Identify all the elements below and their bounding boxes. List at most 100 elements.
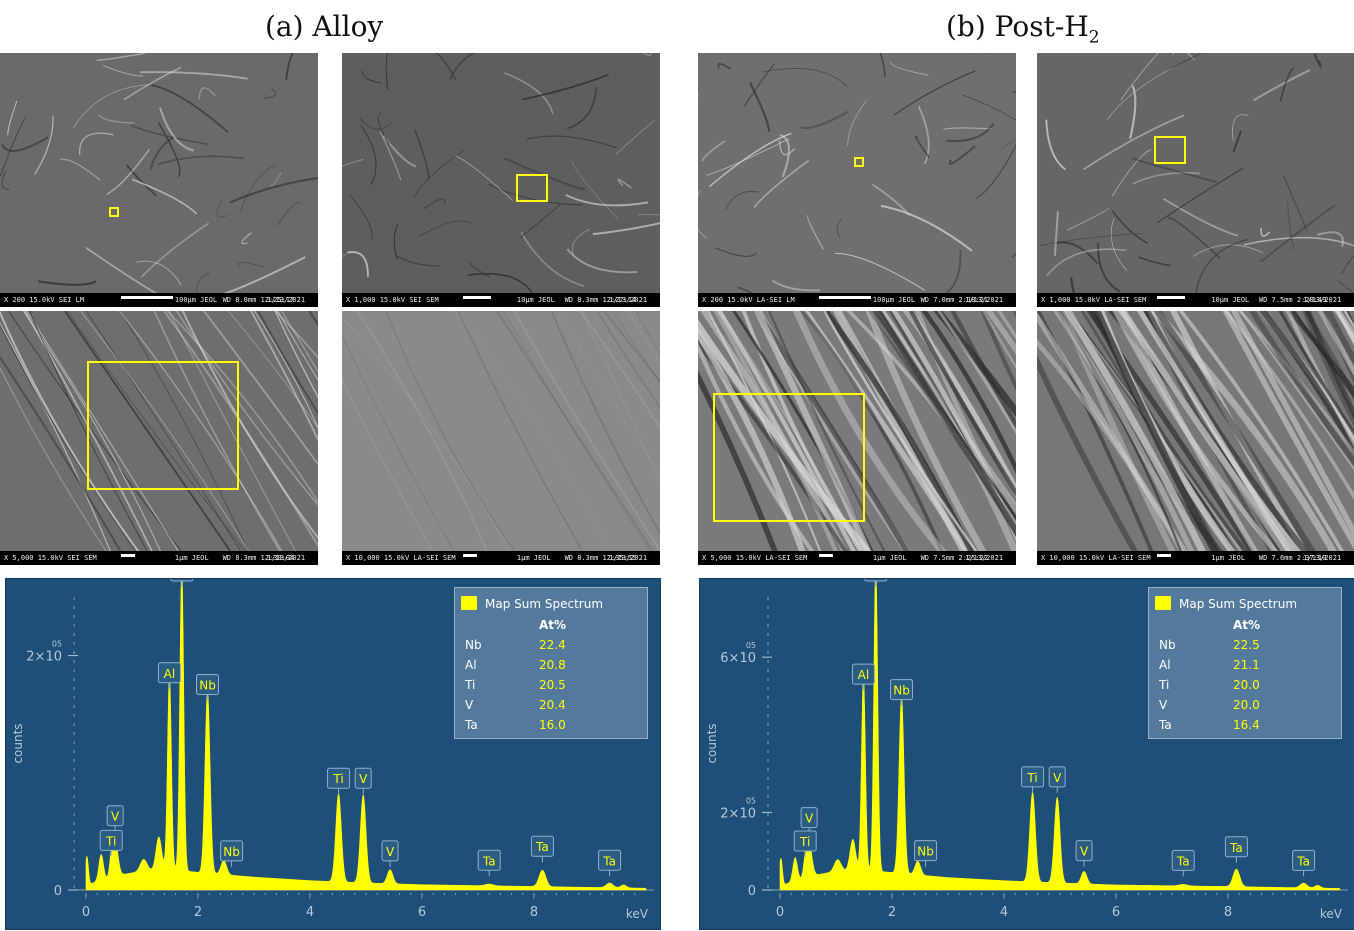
- surface-feature: [342, 317, 510, 551]
- surface-feature: [571, 161, 619, 220]
- surface-feature: [1222, 311, 1354, 550]
- surface-feature: [342, 159, 364, 167]
- surface-feature: [1305, 311, 1354, 420]
- surface-feature: [637, 214, 660, 216]
- surface-feature: [1132, 157, 1217, 184]
- surface-feature: [602, 311, 660, 384]
- sem-date-text: 1/13/2021: [267, 296, 306, 304]
- surface-feature: [962, 94, 1016, 121]
- surface-feature: [708, 132, 792, 188]
- panel-b-title-subscript: 2: [1088, 27, 1100, 48]
- surface-feature: [457, 311, 584, 551]
- surface-feature: [717, 311, 857, 551]
- surface-feature: [521, 73, 609, 101]
- legend-value: 20.0: [1233, 698, 1260, 712]
- surface-feature: [393, 223, 399, 260]
- surface-feature: [581, 311, 660, 483]
- surface-feature: [753, 159, 810, 208]
- surface-feature: [748, 82, 771, 132]
- surface-feature: [1325, 311, 1354, 366]
- peak-label: Nb: [890, 679, 914, 706]
- surface-feature: [888, 311, 1016, 522]
- peak-label-text: Nb: [917, 845, 934, 859]
- sem-scale-text: 1µm JEOL: [516, 554, 551, 562]
- legend-row: Al: [465, 658, 477, 672]
- surface-feature: [847, 100, 867, 146]
- legend-element: Nb: [465, 638, 482, 652]
- peak-label-text: Ta: [1296, 854, 1310, 868]
- sem-image: X 200 15.0kV LA-SEI LM 100µm JEOL WD 7.0mm…: [698, 53, 1016, 307]
- micrograph-background: [0, 311, 318, 551]
- peak-label: Nb: [914, 840, 938, 867]
- surface-feature: [503, 311, 651, 551]
- surface-feature: [917, 105, 930, 165]
- surface-feature: [948, 145, 976, 165]
- micrograph: [342, 53, 660, 293]
- sem-info-bar: X 10,000 15.0kV LA-SEI SEM 1µm JEOL WD 8.3…: [342, 551, 660, 565]
- surface-feature: [149, 83, 229, 133]
- scale-bar: [1157, 554, 1172, 557]
- surface-feature: [263, 88, 277, 99]
- surface-feature: [835, 252, 925, 291]
- surface-feature: [158, 107, 195, 152]
- x-tick-label: 0: [82, 905, 90, 920]
- surface-feature: [1292, 311, 1354, 399]
- surface-feature: [1287, 201, 1295, 251]
- legend-value: 20.5: [539, 678, 566, 692]
- surface-feature: [982, 311, 1016, 370]
- surface-feature: [253, 311, 318, 429]
- surface-feature: [1083, 114, 1185, 171]
- sem-image: X 5,000 15.0kV LA-SEI SEM 1µm JEOL WD 7.5m…: [698, 311, 1016, 565]
- surface-feature: [347, 251, 369, 277]
- legend-element: Ti: [465, 678, 476, 692]
- sem-image: X 1,000 15.0kV SEI SEM 10µm JEOL WD 8.3mm …: [342, 53, 660, 307]
- surface-feature: [1070, 276, 1076, 293]
- surface-feature: [360, 125, 377, 186]
- x-tick-label: 2: [194, 905, 202, 920]
- surface-feature: [1341, 254, 1354, 274]
- surface-feature: [715, 247, 757, 257]
- surface-feature: [1093, 311, 1219, 551]
- surface-feature: [0, 322, 111, 551]
- surface-feature: [166, 311, 318, 504]
- surface-feature: [257, 311, 318, 415]
- peak-label-text: V: [805, 812, 814, 826]
- surface-feature: [698, 340, 848, 551]
- surface-feature: [59, 158, 101, 181]
- y-tick-exponent: 05: [746, 796, 756, 805]
- surface-feature: [762, 68, 848, 87]
- peak-label: Ti: [793, 830, 817, 857]
- peak-label-text: Al: [858, 668, 870, 682]
- y-tick-label: 2×10: [720, 806, 756, 821]
- peak-label-box: [170, 579, 194, 582]
- surface-feature: [771, 279, 821, 292]
- surface-feature: [1053, 311, 1195, 551]
- scale-bar: [1157, 296, 1186, 299]
- panel-b-title-main: (b) Post-H: [946, 10, 1089, 43]
- sem-date-text: 1/13/2021: [1303, 296, 1342, 304]
- zoom-region-box: [516, 174, 548, 202]
- surface-feature: [1037, 338, 1185, 551]
- peak-label-text: V: [386, 845, 395, 859]
- y-tick-label: 6×10: [720, 651, 756, 666]
- surface-feature: [80, 311, 250, 551]
- surface-feature: [1037, 354, 1138, 551]
- surface-feature: [513, 311, 660, 551]
- surface-feature: [1157, 167, 1244, 224]
- x-tick-label: 4: [1000, 905, 1008, 920]
- legend-element: V: [465, 698, 474, 712]
- peak-label: V: [354, 767, 372, 795]
- surface-feature: [557, 311, 660, 474]
- sem-info-text: X 5,000 15.0kV LA-SEI SEM: [702, 554, 808, 562]
- legend-row: Ta: [1159, 718, 1172, 732]
- surface-feature: [737, 286, 754, 293]
- scale-bar: [818, 296, 871, 299]
- surface-feature: [865, 311, 987, 551]
- sem-scale-text: 10µm JEOL: [1211, 296, 1250, 304]
- legend-header: Map Sum Spectrum: [461, 596, 603, 611]
- peak-label: Ta: [477, 849, 501, 877]
- legend-value: 22.4: [539, 638, 566, 652]
- surface-feature: [1195, 238, 1249, 293]
- surface-feature: [140, 222, 210, 278]
